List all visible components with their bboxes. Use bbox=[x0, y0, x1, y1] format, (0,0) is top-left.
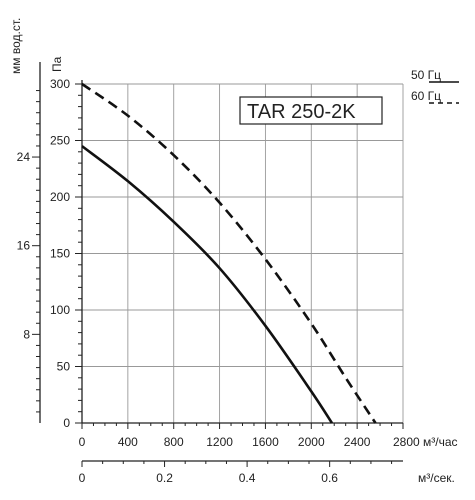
pa-axis-label: Па bbox=[50, 56, 64, 72]
chart-title: TAR 250-2K bbox=[247, 101, 356, 123]
mm-axis-label: мм вод.ст. bbox=[9, 18, 23, 74]
title-box: TAR 250-2K bbox=[239, 96, 383, 125]
series-group bbox=[81, 82, 377, 424]
mm-tick-label: 16 bbox=[17, 239, 31, 253]
series-line-50hz bbox=[81, 145, 334, 424]
series-line-60hz bbox=[81, 82, 377, 424]
mm-tick-label: 24 bbox=[17, 150, 31, 164]
legend-label-60hz: 60 Гц bbox=[411, 89, 441, 103]
grid bbox=[82, 83, 404, 423]
pa-tick-label: 200 bbox=[50, 190, 70, 204]
axes bbox=[32, 62, 404, 467]
m3h-tick-label: 2400 bbox=[344, 435, 371, 449]
m3s-unit-label: м³/сек. bbox=[418, 471, 455, 485]
m3h-tick-label: 400 bbox=[118, 435, 138, 449]
pa-tick-label: 100 bbox=[50, 303, 70, 317]
m3h-tick-label: 1600 bbox=[252, 435, 279, 449]
m3s-tick-label: 0.6 bbox=[321, 471, 338, 485]
tick-labels: 0 50 100 150 200 250 300 8 16 24 0 400 800 1200 1600 20… bbox=[17, 77, 458, 485]
m3h-tick-label: 2800 м³/час bbox=[393, 435, 458, 449]
m3h-tick-label: 2000 bbox=[298, 435, 325, 449]
pa-tick-label: 150 bbox=[50, 247, 70, 261]
pa-tick-label: 300 bbox=[50, 77, 70, 91]
m3s-tick-label: 0.2 bbox=[156, 471, 173, 485]
m3h-tick-label: 800 bbox=[164, 435, 184, 449]
m3h-tick-label: 1200 bbox=[206, 435, 233, 449]
pa-tick-label: 250 bbox=[50, 134, 70, 148]
mm-tick-label: 8 bbox=[23, 327, 30, 341]
pa-tick-label: 0 bbox=[63, 416, 70, 430]
m3h-tick-label: 0 bbox=[79, 435, 86, 449]
legend: 50 Гц 60 Гц bbox=[411, 68, 459, 104]
m3s-tick-label: 0 bbox=[79, 471, 86, 485]
pa-tick-label: 50 bbox=[57, 360, 71, 374]
m3s-tick-label: 0.4 bbox=[239, 471, 256, 485]
legend-label-50hz: 50 Гц bbox=[411, 68, 441, 82]
